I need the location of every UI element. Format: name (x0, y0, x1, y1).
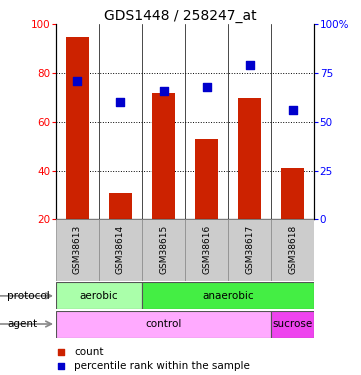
Text: aerobic: aerobic (80, 291, 118, 301)
Bar (195, 139, 218, 219)
Point (290, 107, 295, 113)
Bar (142, 219, 185, 281)
Text: anaerobic: anaerobic (202, 291, 254, 301)
Text: count: count (74, 347, 104, 357)
Point (118, 99, 123, 105)
Text: GSM38617: GSM38617 (245, 225, 254, 274)
Bar (152, 93, 175, 219)
Point (247, 62, 252, 68)
Bar (56, 310, 271, 338)
Text: GSM38615: GSM38615 (159, 225, 168, 274)
Text: agent: agent (7, 319, 37, 329)
Text: percentile rank within the sample: percentile rank within the sample (74, 361, 250, 371)
Point (204, 84, 209, 90)
Text: GSM38618: GSM38618 (288, 225, 297, 274)
Bar (238, 98, 261, 219)
Text: GSM38616: GSM38616 (202, 225, 211, 274)
Point (58, 349, 64, 355)
Text: GDS1448 / 258247_at: GDS1448 / 258247_at (104, 9, 257, 23)
Bar (228, 219, 271, 281)
Bar (66, 37, 89, 219)
Point (161, 88, 166, 94)
Bar (56, 282, 142, 309)
Point (58, 363, 64, 369)
Bar (271, 219, 314, 281)
Bar (99, 219, 142, 281)
Text: sucrose: sucrose (273, 319, 313, 329)
Bar (109, 193, 132, 219)
Text: GSM38613: GSM38613 (73, 225, 82, 274)
Point (75, 78, 81, 84)
Text: GSM38614: GSM38614 (116, 225, 125, 274)
Bar (185, 219, 228, 281)
Bar (281, 168, 304, 219)
Bar (142, 282, 314, 309)
Text: control: control (145, 319, 182, 329)
Bar (271, 310, 314, 338)
Text: protocol: protocol (7, 291, 50, 301)
Bar (56, 219, 99, 281)
